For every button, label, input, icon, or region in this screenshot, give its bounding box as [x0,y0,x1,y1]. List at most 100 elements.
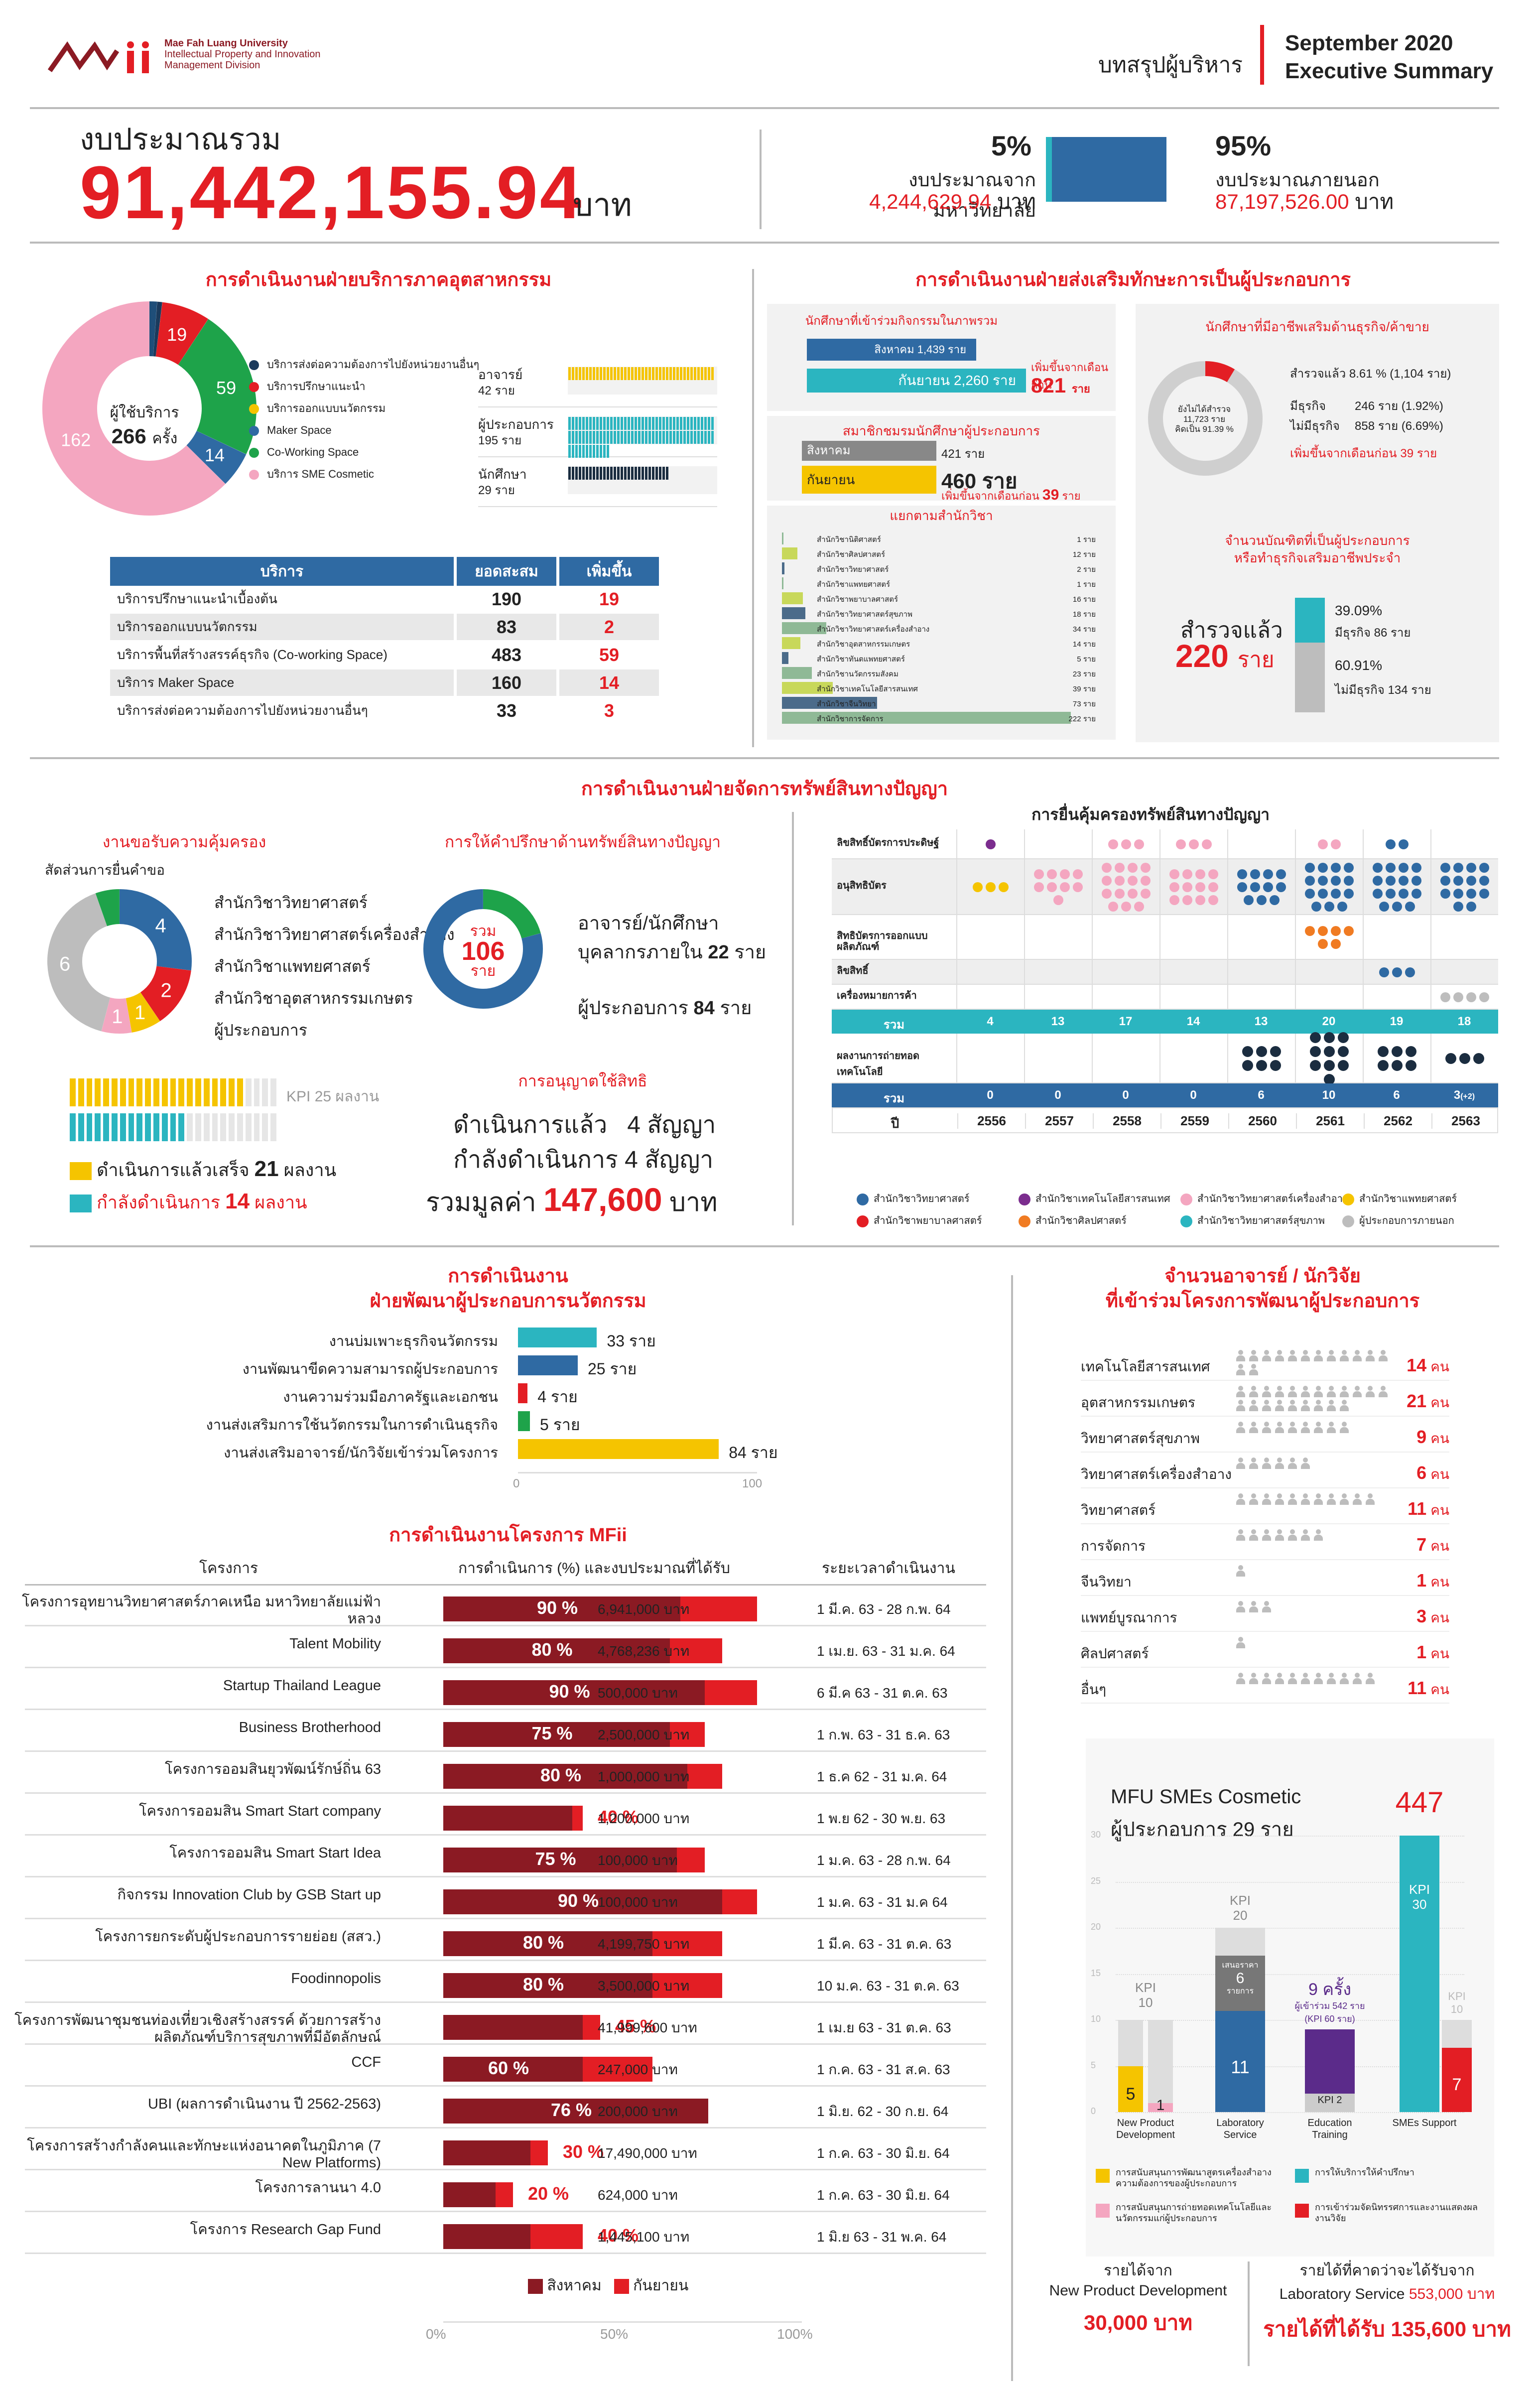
mfii-name: Startup Thailand League [223,1678,381,1694]
grid-dot [1169,882,1179,892]
grid-dot [1440,863,1450,873]
bar-tick [655,367,658,380]
bar-tick [596,417,599,430]
people-label: วิทยาศาสตร์ [1081,1502,1156,1518]
grid-cell [1363,829,1430,859]
school-bar [782,592,803,604]
bar-tick [638,417,641,430]
people-icons [1235,1673,1395,1685]
cos-legend-item: การเข้าร่วมจัดนิทรรศการและงานแสดงผลงานวิ… [1295,2202,1484,2224]
bar-tick [694,431,696,444]
cos-big: 447 [1395,1786,1444,1819]
person-head [1303,1422,1308,1427]
person-icon [1235,1493,1246,1505]
bar-tick [655,417,658,430]
grad-unit: ราย [1237,648,1275,672]
school-bar [782,637,800,649]
person-head [1251,1673,1256,1678]
cos-ytick: 15 [1091,1968,1101,1978]
people-count: 7 คน [1416,1534,1449,1557]
cos-legend-text: การให้บริการให้คำปรึกษา [1315,2167,1414,2177]
ip-legend-item: สำนักวิชาพยาบาลศาสตร์ [857,1212,982,1228]
lic-title: การอนุญาตใช้สิทธิ [518,1072,647,1090]
person-icon [1248,1673,1259,1685]
header-title-th: บทสรุปผู้บริหาร [1098,53,1243,77]
mfii-aug-bar [443,1931,652,1956]
person-head [1303,1529,1308,1534]
cos-title-2: ผู้ประกอบการ 29 ราย [1111,1819,1294,1841]
people-n: 3 [1416,1606,1427,1626]
grid-dot [1182,895,1192,905]
lic-total: รวมมูลค่า [426,1188,536,1217]
kpi-cell [212,1078,218,1106]
bar-tick [648,431,651,444]
grid-cell [1430,859,1498,915]
school-name: สำนักวิชาอุตสาหกรรมเกษตร [817,640,910,649]
person-icon [1248,1422,1259,1434]
person-head [1251,1458,1256,1462]
lic-done-n: 4 สัญญา [627,1112,716,1138]
mfii-name: โครงการออมสินยุวพัฒน์รักษ์ถิ่น 63 [165,1761,381,1777]
prog-n: 14 [225,1189,250,1213]
person-head [1238,1400,1243,1405]
cos-ytick: 20 [1091,1922,1101,1932]
person-body [1275,1463,1284,1469]
grid-dot [1466,902,1476,912]
budget-unit: บาท [573,187,632,223]
grid-cell [1092,915,1159,960]
mfii-row: โครงการลานนา 4.0 20 % 624,000 บาท 1 ก.ค. 63… [25,2172,986,2212]
people-label: จีนวิทยา [1081,1574,1132,1590]
bar-tick [638,467,641,480]
service-name: บริการพื้นที่สร้างสรรค์ธุรกิจ (Co-workin… [110,642,454,669]
grid-dot [1479,863,1489,873]
people-label: อื่นๆ [1081,1682,1106,1697]
grid-transfer-row: ผลงานการถ่ายทอดเทคโนโลยี [832,1032,1498,1085]
bar-tick [635,417,637,430]
transfer-dot [1310,1060,1321,1071]
cosmetic-chart: 0 5 10 15 20 25 30 5 1 KPI 10 เสนอราคา 6 รายการ 11 KPI 2… [1086,1773,1494,2152]
cos-quote-3: รายการ [1226,1987,1254,1995]
budget-external-pct: 95% [1215,130,1272,161]
person-body [1236,1405,1245,1411]
donut-label: 162 [61,429,91,450]
kpi-cell [136,1078,143,1106]
person-icon [1352,1350,1363,1362]
school-name: สำนักวิชาเทคโนโลยีสารสนเทศ [817,685,918,693]
bar-tick [704,367,707,380]
person-body [1314,1499,1323,1505]
inc2-c: รายได้ที่ได้รับ [1263,2317,1385,2341]
bar-tick [579,431,581,444]
bar-tick [662,417,665,430]
person-body [1379,1391,1388,1397]
person-body [1314,1678,1323,1684]
mfii-pct: 60 % [488,2058,529,2078]
donut-slice [42,301,226,516]
grid-cell [1363,985,1430,1010]
grid-cell [956,859,1024,915]
mfii-aug-bar [443,1638,670,1663]
grid-cell [1363,859,1430,915]
grid-cell [1295,859,1363,915]
grid-dot [1121,839,1131,849]
grid-dot [986,839,996,849]
mfii-name: Business Brotherhood [239,1720,381,1735]
school-name: สำนักวิชานวัตกรรมสังคม [817,670,898,678]
person-icon [1274,1386,1285,1398]
grid-dot [1344,863,1354,873]
donut-slice [177,319,257,454]
person-icon [1287,1386,1298,1398]
ip-legend-item: สำนักวิชาเทคโนโลยีสารสนเทศ [1019,1191,1170,1206]
bar-tick [614,467,616,480]
grid-dot [1060,869,1070,879]
grid-transfer-total-label: รวม [883,1092,905,1105]
mfii-amount: 1,445,100 บาท [598,2229,690,2245]
person-head [1303,1400,1308,1405]
cos-a-label: 5 [1126,2084,1136,2104]
person-body [1236,1369,1245,1375]
people-count: 21 คน [1407,1391,1449,1414]
bar-tick [687,417,689,430]
bar-tick [607,367,609,380]
school-name: สำนักวิชาการจัดการ [817,715,884,723]
grid-dot [1034,882,1044,892]
cos-kpi-label: KPI [1409,1881,1430,1897]
